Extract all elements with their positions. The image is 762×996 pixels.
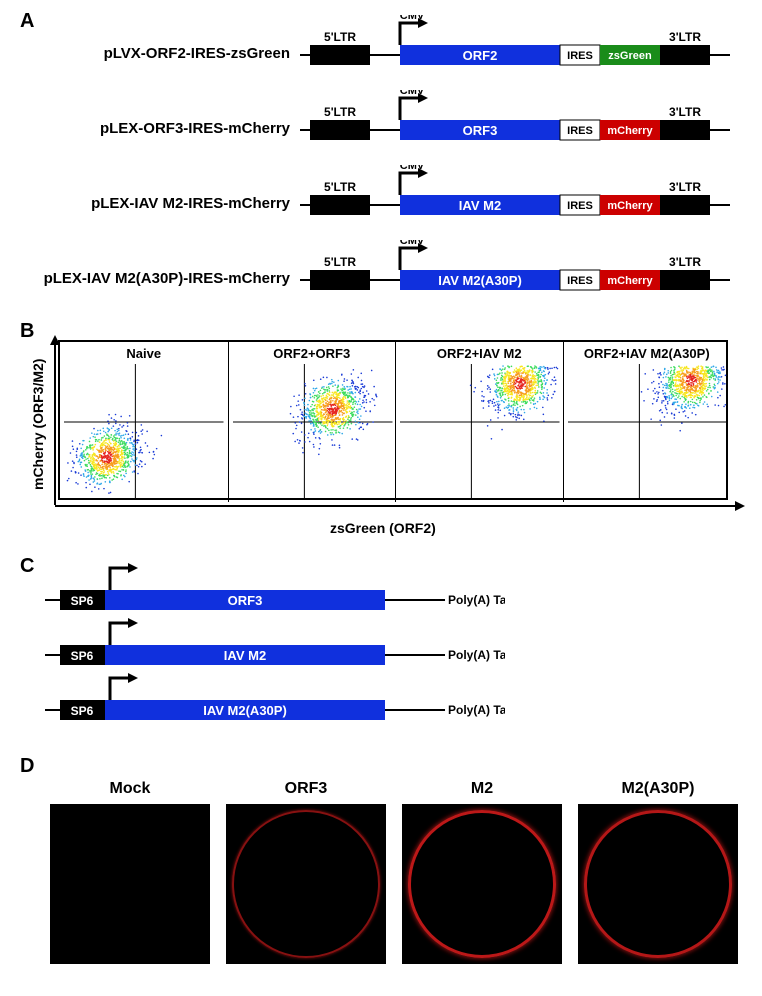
- oocyte-wrap: M2: [402, 780, 562, 964]
- svg-text:IRES: IRES: [567, 200, 593, 212]
- svg-text:SP6: SP6: [71, 594, 94, 608]
- facs-plot-title: Naive: [60, 346, 228, 361]
- svg-text:CMV: CMV: [400, 240, 425, 247]
- svg-text:Poly(A) Tail: Poly(A) Tail: [448, 648, 505, 662]
- svg-text:Poly(A) Tail: Poly(A) Tail: [448, 703, 505, 717]
- svg-text:SP6: SP6: [71, 704, 94, 718]
- svg-text:3'LTR: 3'LTR: [669, 180, 701, 194]
- svg-text:IAV M2(A30P): IAV M2(A30P): [438, 273, 522, 288]
- construct-1-diagram: 5'LTR ORF2 IRES zsGreen 3'LTR CMV: [300, 15, 740, 75]
- construct-3-diagram: 5'LTR IAV M2 IRES mCherry 3'LTR CMV: [300, 165, 740, 225]
- svg-text:mCherry: mCherry: [607, 125, 653, 137]
- oocyte-ring: [408, 810, 556, 958]
- facs-plot-title: ORF2+ORF3: [229, 346, 396, 361]
- oocyte-image: [578, 804, 738, 964]
- svg-text:IAV M2: IAV M2: [459, 198, 501, 213]
- oocyte-wrap: M2(A30P): [578, 780, 738, 964]
- construct-2-diagram: 5'LTR ORF3 IRES mCherry 3'LTR CMV: [300, 90, 740, 150]
- svg-text:ORF3: ORF3: [228, 593, 263, 608]
- svg-text:IRES: IRES: [567, 125, 593, 137]
- construct-1-label: pLVX-ORF2-IRES-zsGreen: [60, 45, 290, 62]
- oocyte-ring: [584, 810, 732, 958]
- svg-text:5'LTR: 5'LTR: [324, 105, 356, 119]
- construct-2-label: pLEX-ORF3-IRES-mCherry: [60, 120, 290, 137]
- svg-text:mCherry: mCherry: [607, 275, 653, 287]
- svg-text:CMV: CMV: [400, 165, 425, 172]
- facs-plot: Naive: [60, 342, 228, 502]
- facs-plot-title: ORF2+IAV M2(A30P): [564, 346, 731, 361]
- promoter-text: CMV: [400, 15, 425, 22]
- oocyte-wrap: Mock: [50, 780, 210, 964]
- panelc-construct-2: SP6 IAV M2 Poly(A) Tail: [45, 615, 505, 675]
- svg-text:mCherry: mCherry: [607, 200, 653, 212]
- panelc-construct-1: SP6 ORF3 Poly(A) Tail: [45, 560, 505, 620]
- oocyte-title: Mock: [50, 780, 210, 798]
- oocyte-wrap: ORF3: [226, 780, 386, 964]
- svg-text:SP6: SP6: [71, 649, 94, 663]
- svg-text:CMV: CMV: [400, 90, 425, 97]
- svg-text:ORF3: ORF3: [463, 123, 498, 138]
- facs-plot: ORF2+IAV M2: [395, 342, 563, 502]
- oocyte-image: [50, 804, 210, 964]
- ltr3-text: 3'LTR: [669, 30, 701, 44]
- facs-plot-title: ORF2+IAV M2: [396, 346, 563, 361]
- facs-plot: ORF2+ORF3: [228, 342, 396, 502]
- construct-4-label: pLEX-IAV M2(A30P)-IRES-mCherry: [30, 270, 290, 287]
- svg-text:5'LTR: 5'LTR: [324, 180, 356, 194]
- panel-d-label: D: [20, 755, 34, 778]
- panelc-construct-3: SP6 IAV M2(A30P) Poly(A) Tail: [45, 670, 505, 730]
- oocyte-title: M2: [402, 780, 562, 798]
- x-axis-arrow: [55, 500, 745, 520]
- facs-x-axis: zsGreen (ORF2): [330, 520, 436, 536]
- svg-text:Poly(A) Tail: Poly(A) Tail: [448, 593, 505, 607]
- reporter-text: zsGreen: [608, 50, 652, 62]
- y-axis-arrow: [43, 335, 63, 507]
- construct-4-diagram: 5'LTR IAV M2(A30P) IRES mCherry 3'LTR CM…: [300, 240, 740, 300]
- oocyte-title: M2(A30P): [578, 780, 738, 798]
- panel-a-label: A: [20, 10, 34, 33]
- svg-text:3'LTR: 3'LTR: [669, 105, 701, 119]
- construct-3-label: pLEX-IAV M2-IRES-mCherry: [60, 195, 290, 212]
- ires-text: IRES: [567, 50, 593, 62]
- facs-plot: ORF2+IAV M2(A30P): [563, 342, 731, 502]
- oocyte-image: [226, 804, 386, 964]
- oocyte-image: [402, 804, 562, 964]
- svg-text:IRES: IRES: [567, 275, 593, 287]
- panel-c-label: C: [20, 555, 34, 578]
- svg-text:IAV M2: IAV M2: [224, 648, 266, 663]
- oocyte-title: ORF3: [226, 780, 386, 798]
- svg-text:3'LTR: 3'LTR: [669, 255, 701, 269]
- oocyte-container: Mock ORF3 M2 M2(A30P): [50, 780, 738, 964]
- facs-container: NaiveORF2+ORF3ORF2+IAV M2ORF2+IAV M2(A30…: [58, 340, 728, 500]
- svg-text:IAV M2(A30P): IAV M2(A30P): [203, 703, 287, 718]
- oocyte-ring: [232, 810, 380, 958]
- panel-b-label: B: [20, 320, 34, 343]
- svg-text:5'LTR: 5'LTR: [324, 255, 356, 269]
- ltr5-text: 5'LTR: [324, 30, 356, 44]
- gene-text: ORF2: [463, 48, 498, 63]
